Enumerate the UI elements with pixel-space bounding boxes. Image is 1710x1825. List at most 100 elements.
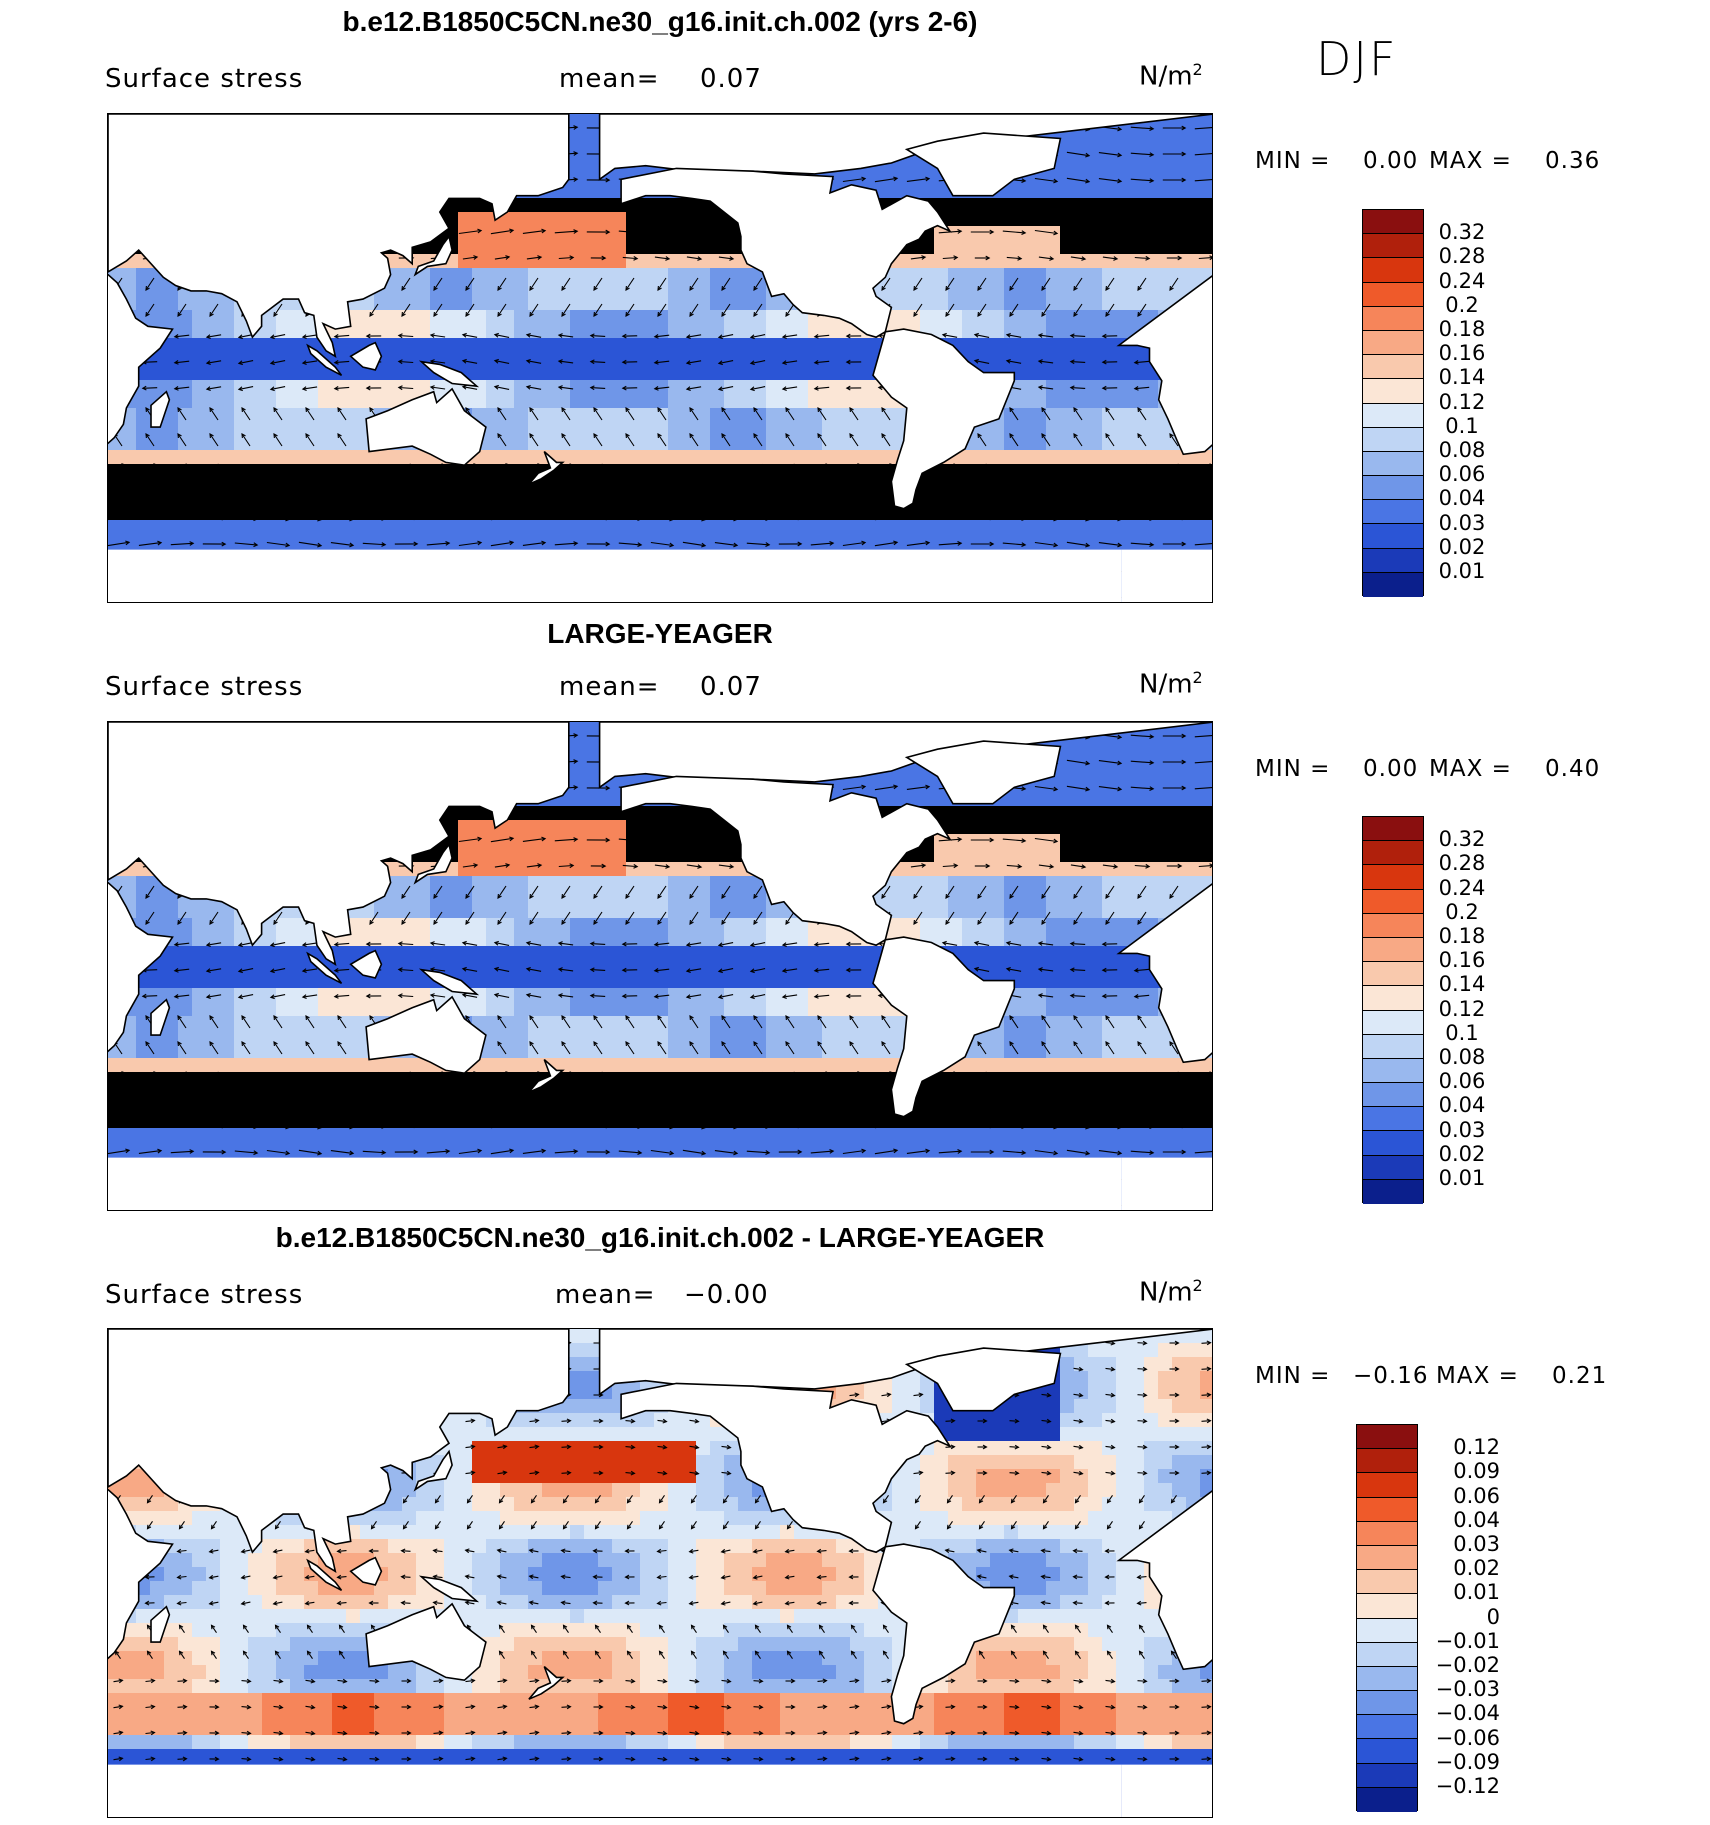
field-cell [556, 520, 571, 535]
field-cell [1144, 282, 1159, 297]
field-cell [906, 268, 921, 283]
colorbar-swatch [1363, 234, 1423, 259]
field-cell [136, 422, 151, 437]
field-cell [1144, 394, 1159, 409]
field-cell [962, 338, 977, 353]
wind-vector-head [529, 433, 534, 439]
field-cell [318, 478, 333, 493]
wind-vector [657, 433, 667, 447]
wind-vector-head [653, 360, 659, 365]
field-cell [346, 464, 361, 479]
field-cell [542, 422, 557, 437]
wind-vector-head [701, 490, 707, 496]
field-cell [976, 268, 991, 283]
wind-vector-head [633, 463, 639, 469]
field-cell [1102, 142, 1117, 157]
field-cell [1032, 848, 1047, 863]
wind-vector [938, 516, 962, 520]
wind-vector-head [145, 285, 150, 291]
field-cell [822, 394, 837, 409]
field-cell [822, 520, 837, 535]
field-cell [262, 450, 277, 465]
field-cell [990, 352, 1005, 367]
field-cell [1018, 422, 1033, 437]
field-cell [836, 450, 851, 465]
field-cell [920, 184, 935, 199]
land-europeAsia [108, 114, 570, 358]
land-ng [418, 360, 480, 388]
field-cell [570, 394, 585, 409]
field-cell [1032, 282, 1047, 297]
wind-vector [746, 516, 770, 520]
field-cell [976, 520, 991, 535]
field-cell [766, 450, 781, 465]
field-cell [710, 834, 725, 849]
field-cell [1116, 184, 1131, 199]
field-cell [500, 534, 515, 549]
wind-vector [682, 515, 706, 521]
field-cell [682, 296, 697, 311]
field-cell [374, 492, 389, 507]
field-cell [388, 296, 403, 311]
field-cell [878, 422, 893, 437]
wind-vector-head [1133, 360, 1139, 365]
field-cell [962, 226, 977, 241]
field-cell [1088, 198, 1103, 213]
field-cell [472, 310, 487, 325]
field-cell [136, 296, 151, 311]
field-cell [1046, 478, 1061, 493]
wind-vector-head [1105, 407, 1110, 413]
field-cell [150, 436, 165, 451]
field-cell [192, 338, 207, 353]
field-cell [150, 450, 165, 465]
field-cell [920, 778, 935, 793]
field-cell [668, 296, 683, 311]
wind-vector-head [397, 359, 403, 365]
wind-vector-head [1181, 515, 1187, 521]
wind-vector [266, 515, 290, 521]
wind-vector-head [317, 516, 323, 522]
wind-vector [430, 360, 446, 364]
wind-vector-head [625, 407, 630, 413]
field-cell [192, 464, 207, 479]
wind-vector [526, 464, 542, 468]
wind-vector [465, 277, 475, 291]
colorbar-swatch [1363, 379, 1423, 404]
field-cell [542, 282, 557, 297]
colorbar-label: 0.01 [1438, 559, 1486, 583]
field-cell [1060, 142, 1075, 157]
field-cell [1060, 170, 1075, 185]
wind-vector-head [657, 407, 662, 413]
field-cell [640, 464, 655, 479]
field-cell [164, 310, 179, 325]
field-cell [1116, 478, 1131, 493]
field-cell [430, 534, 445, 549]
wind-vector [522, 542, 546, 546]
wind-vector-head [817, 407, 822, 413]
field-cell [1102, 380, 1117, 395]
field-cell [584, 170, 599, 185]
field-cell [1032, 520, 1047, 535]
field-cell [206, 478, 221, 493]
field-cell [1172, 282, 1187, 297]
field-cell [1074, 820, 1089, 835]
field-cell [584, 848, 599, 863]
wind-vector [1098, 516, 1122, 520]
wind-vector [910, 256, 926, 260]
field-cell [598, 380, 613, 395]
field-cell [948, 478, 963, 493]
field-cell [458, 352, 473, 367]
wind-vector-head [637, 542, 643, 548]
field-cell [500, 212, 515, 227]
field-cell [1102, 226, 1117, 241]
field-cell [696, 268, 711, 283]
field-cell [570, 380, 585, 395]
field-cell [1200, 764, 1212, 779]
field-cell [1130, 834, 1145, 849]
wind-vector-head [157, 514, 163, 520]
wind-vector [714, 230, 738, 234]
wind-vector-head [605, 203, 611, 209]
field-cell [1172, 764, 1187, 779]
wind-vector [590, 361, 606, 363]
field-cell [780, 366, 795, 381]
